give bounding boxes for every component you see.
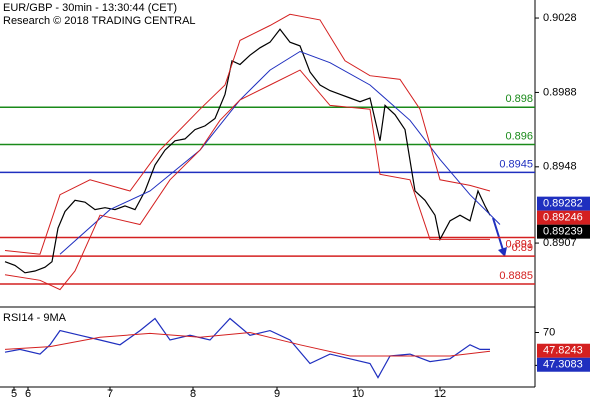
level-label: 0.89 [512, 242, 533, 254]
price-tag-label: 47.8243 [543, 345, 583, 357]
x-tick-label: 7 [107, 388, 113, 400]
price-tag-label: 0.89282 [543, 198, 583, 210]
projection-arrow [492, 217, 504, 251]
series-line [4, 28, 491, 274]
y-tick-label: 0.8907 [543, 237, 577, 249]
price-tag-label: 0.89246 [543, 212, 583, 224]
y-tick-label: 0.8988 [543, 86, 577, 98]
x-tick-label: 12 [434, 388, 446, 400]
x-tick-label: 10 [352, 388, 364, 400]
y-tick-label: 0.9028 [543, 12, 577, 24]
price-tag [537, 210, 590, 225]
series-line [4, 331, 491, 357]
y-tick-label: 70 [543, 326, 555, 338]
chart-title: EUR/GBP - 30min - 13:30:44 (CET) [3, 2, 177, 14]
x-tick-label: 8 [190, 388, 196, 400]
level-label: 0.8945 [499, 158, 533, 170]
price-tag [537, 196, 590, 211]
y-tick-label: 0.8948 [543, 161, 577, 173]
price-tag [537, 357, 590, 372]
level-label: 0.896 [505, 130, 533, 142]
price-tag [537, 224, 590, 239]
rsi-title: RSI14 - 9MA [3, 312, 67, 324]
price-tag [537, 343, 590, 358]
x-tick-label: 6 [25, 388, 31, 400]
series-line [4, 69, 490, 291]
x-tick-label: 5 [11, 388, 17, 400]
level-label: 0.8885 [499, 270, 533, 282]
series-line [4, 13, 491, 255]
x-tick-label: 9 [274, 388, 280, 400]
projection-arrowhead [498, 247, 507, 257]
level-label: 0.898 [505, 93, 533, 105]
series-line [4, 317, 490, 379]
price-tag-label: 0.89239 [543, 226, 583, 238]
price-tag-label: 47.3083 [543, 359, 583, 371]
level-label: 0.891 [505, 238, 533, 250]
series-line [59, 50, 501, 255]
chart-subtitle: Research © 2018 TRADING CENTRAL [3, 15, 196, 27]
